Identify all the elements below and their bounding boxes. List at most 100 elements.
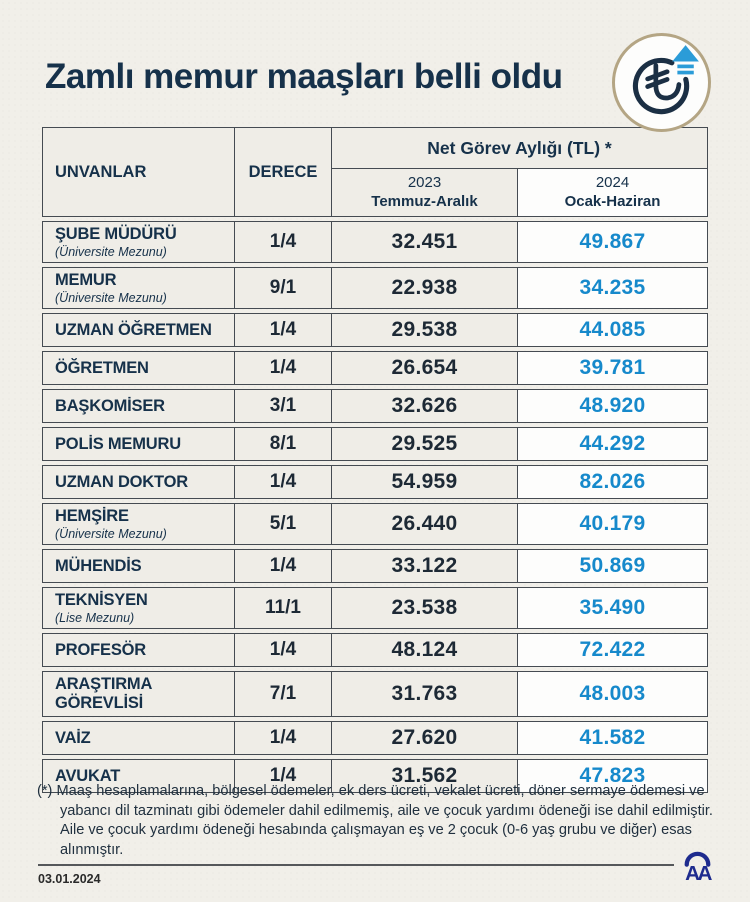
lira-increase-icon xyxy=(612,33,711,132)
table-row: AVUKAT 1/4 31.562 47.823 xyxy=(42,759,708,793)
header-2024-ocak-haziran: 2024 Ocak-Haziran xyxy=(518,169,707,216)
row-salary-2023: 26.440 xyxy=(332,504,518,544)
publish-date: 03.01.2024 xyxy=(38,872,101,886)
footnote: (*) Maaş hesaplamalarına, bölgesel ödeme… xyxy=(37,782,729,860)
row-title-cell: MÜHENDİS xyxy=(43,550,235,582)
table-row: MÜHENDİS 1/4 33.122 50.869 xyxy=(42,549,708,583)
row-salary-2024: 40.179 xyxy=(518,504,707,544)
svg-text:AA: AA xyxy=(685,862,712,884)
table-row: PROFESÖR 1/4 48.124 72.422 xyxy=(42,633,708,667)
row-subtitle: (Üniversite Mezunu) xyxy=(55,527,167,541)
table-row: ARAŞTIRMA GÖREVLİSİ 7/1 31.763 48.003 xyxy=(42,671,708,717)
row-title: TEKNİSYEN xyxy=(55,591,148,609)
row-title-cell: BAŞKOMİSER xyxy=(43,390,235,422)
row-subtitle: (Üniversite Mezunu) xyxy=(55,245,167,259)
row-salary-2023: 27.620 xyxy=(332,722,518,754)
row-title-cell: ÖĞRETMEN xyxy=(43,352,235,384)
row-derece: 5/1 xyxy=(235,504,332,544)
footer-divider xyxy=(38,864,674,866)
row-title-cell: POLİS MEMURU xyxy=(43,428,235,460)
row-title: MEMUR xyxy=(55,271,117,289)
header-derece: DERECE xyxy=(235,128,332,216)
row-title: POLİS MEMURU xyxy=(55,434,181,453)
row-salary-2024: 35.490 xyxy=(518,588,707,628)
row-derece: 1/4 xyxy=(235,722,332,754)
row-salary-2024: 48.920 xyxy=(518,390,707,422)
row-title-cell: ARAŞTIRMA GÖREVLİSİ xyxy=(43,672,235,716)
row-salary-2023: 48.124 xyxy=(332,634,518,666)
row-title: UZMAN DOKTOR xyxy=(55,472,188,491)
row-salary-2023: 26.654 xyxy=(332,352,518,384)
table-body: ŞUBE MÜDÜRÜ (Üniversite Mezunu) 1/4 32.451 4… xyxy=(42,221,708,793)
row-derece: 1/4 xyxy=(235,634,332,666)
row-salary-2023: 31.562 xyxy=(332,760,518,792)
row-title-cell: AVUKAT xyxy=(43,760,235,792)
row-salary-2024: 49.867 xyxy=(518,222,707,262)
row-salary-2023: 29.538 xyxy=(332,314,518,346)
row-derece: 1/4 xyxy=(235,314,332,346)
header-unvanlar: UNVANLAR xyxy=(43,128,235,216)
up-arrow-icon xyxy=(671,44,699,74)
row-salary-2023: 31.763 xyxy=(332,672,518,716)
table-row: ÖĞRETMEN 1/4 26.654 39.781 xyxy=(42,351,708,385)
header-2023-temmuz-aralik: 2023 Temmuz-Aralık xyxy=(332,169,518,216)
row-title: PROFESÖR xyxy=(55,640,146,659)
table-row: HEMŞİRE (Üniversite Mezunu) 5/1 26.440 40.17… xyxy=(42,503,708,545)
row-title-cell: VAİZ xyxy=(43,722,235,754)
anadolu-agency-logo: AA xyxy=(684,851,713,884)
row-salary-2024: 44.085 xyxy=(518,314,707,346)
row-derece: 1/4 xyxy=(235,352,332,384)
row-salary-2023: 23.538 xyxy=(332,588,518,628)
row-title: HEMŞİRE xyxy=(55,507,129,525)
table-row: UZMAN ÖĞRETMEN 1/4 29.538 44.085 xyxy=(42,313,708,347)
row-title: AVUKAT xyxy=(55,766,121,785)
row-salary-2024: 50.869 xyxy=(518,550,707,582)
row-derece: 1/4 xyxy=(235,760,332,792)
row-derece: 1/4 xyxy=(235,466,332,498)
table-row: ŞUBE MÜDÜRÜ (Üniversite Mezunu) 1/4 32.451 4… xyxy=(42,221,708,263)
row-salary-2024: 47.823 xyxy=(518,760,707,792)
row-salary-2023: 33.122 xyxy=(332,550,518,582)
row-derece: 1/4 xyxy=(235,550,332,582)
row-title: VAİZ xyxy=(55,728,91,747)
row-salary-2024: 44.292 xyxy=(518,428,707,460)
row-title: UZMAN ÖĞRETMEN xyxy=(55,320,212,339)
row-derece: 3/1 xyxy=(235,390,332,422)
row-derece: 1/4 xyxy=(235,222,332,262)
row-salary-2024: 82.026 xyxy=(518,466,707,498)
table-row: VAİZ 1/4 27.620 41.582 xyxy=(42,721,708,755)
row-title: BAŞKOMİSER xyxy=(55,396,165,415)
header-2024-range: Ocak-Haziran xyxy=(564,192,661,210)
row-title: ŞUBE MÜDÜRÜ xyxy=(55,225,177,243)
table-header: UNVANLAR DERECE Net Görev Aylığı (TL) * … xyxy=(42,127,708,217)
row-salary-2023: 32.451 xyxy=(332,222,518,262)
row-salary-2024: 34.235 xyxy=(518,268,707,308)
footnote-text: Maaş hesaplamalarına, bölgesel ödemeler,… xyxy=(56,783,713,858)
row-title-cell: TEKNİSYEN (Lise Mezunu) xyxy=(43,588,235,628)
row-salary-2023: 29.525 xyxy=(332,428,518,460)
header-2024-year: 2024 xyxy=(595,173,630,191)
row-derece: 9/1 xyxy=(235,268,332,308)
table-row: BAŞKOMİSER 3/1 32.626 48.920 xyxy=(42,389,708,423)
row-salary-2023: 54.959 xyxy=(332,466,518,498)
row-title-cell: HEMŞİRE (Üniversite Mezunu) xyxy=(43,504,235,544)
row-title-cell: UZMAN ÖĞRETMEN xyxy=(43,314,235,346)
row-title: ÖĞRETMEN xyxy=(55,358,149,377)
lira-increase-icon-graphic xyxy=(632,44,699,114)
header-2023-year: 2023 xyxy=(407,173,442,191)
page-title: Zamlı memur maaşları belli oldu xyxy=(45,57,563,96)
row-title: ARAŞTIRMA GÖREVLİSİ xyxy=(55,675,152,712)
row-title-cell: UZMAN DOKTOR xyxy=(43,466,235,498)
row-derece: 11/1 xyxy=(235,588,332,628)
header-net-gorev-ayligi: Net Görev Aylığı (TL) * xyxy=(332,128,707,169)
row-title: MÜHENDİS xyxy=(55,556,142,575)
footnote-marker: (*) xyxy=(37,783,53,799)
header-2023-range: Temmuz-Aralık xyxy=(371,192,478,210)
table-row: MEMUR (Üniversite Mezunu) 9/1 22.938 34.235 xyxy=(42,267,708,309)
row-salary-2024: 41.582 xyxy=(518,722,707,754)
row-salary-2023: 32.626 xyxy=(332,390,518,422)
row-subtitle: (Lise Mezunu) xyxy=(55,611,135,625)
row-salary-2023: 22.938 xyxy=(332,268,518,308)
row-salary-2024: 48.003 xyxy=(518,672,707,716)
